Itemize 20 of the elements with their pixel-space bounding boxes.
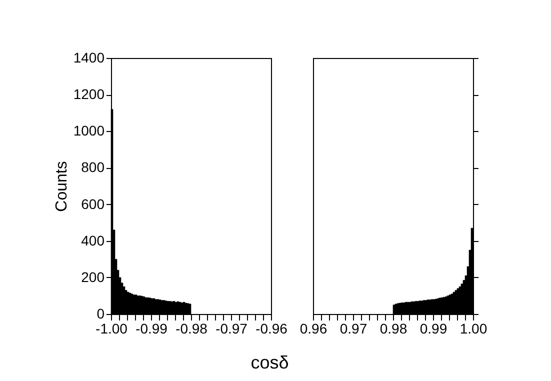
y-axis-title: Counts [53, 161, 70, 212]
x-tick-label: -0.99 [136, 320, 168, 336]
x-tick-label: -0.96 [256, 320, 288, 336]
x-tick-label: 0.97 [340, 320, 368, 336]
y-tick-label: 0 [96, 306, 105, 322]
x-tick-label: 0.99 [420, 320, 448, 336]
x-tick-label: -0.97 [216, 320, 248, 336]
x-tick-label: -1.00 [96, 320, 128, 336]
x-tick-label: 0.98 [380, 320, 408, 336]
x-tick-label: 0.96 [300, 320, 328, 336]
y-tick-label: 1000 [73, 122, 105, 139]
x-axis-title: cosδ [250, 352, 289, 372]
y-tick-label: 400 [81, 232, 105, 248]
y-tick-label: 200 [81, 268, 105, 285]
y-tick-label: 1400 [73, 50, 105, 66]
y-tick-label: 1200 [73, 86, 105, 102]
y-tick-label: 600 [81, 196, 105, 212]
x-tick-label: -0.98 [176, 320, 208, 336]
y-tick-label: 800 [81, 159, 105, 176]
x-tick-label: 1.00 [460, 320, 488, 336]
